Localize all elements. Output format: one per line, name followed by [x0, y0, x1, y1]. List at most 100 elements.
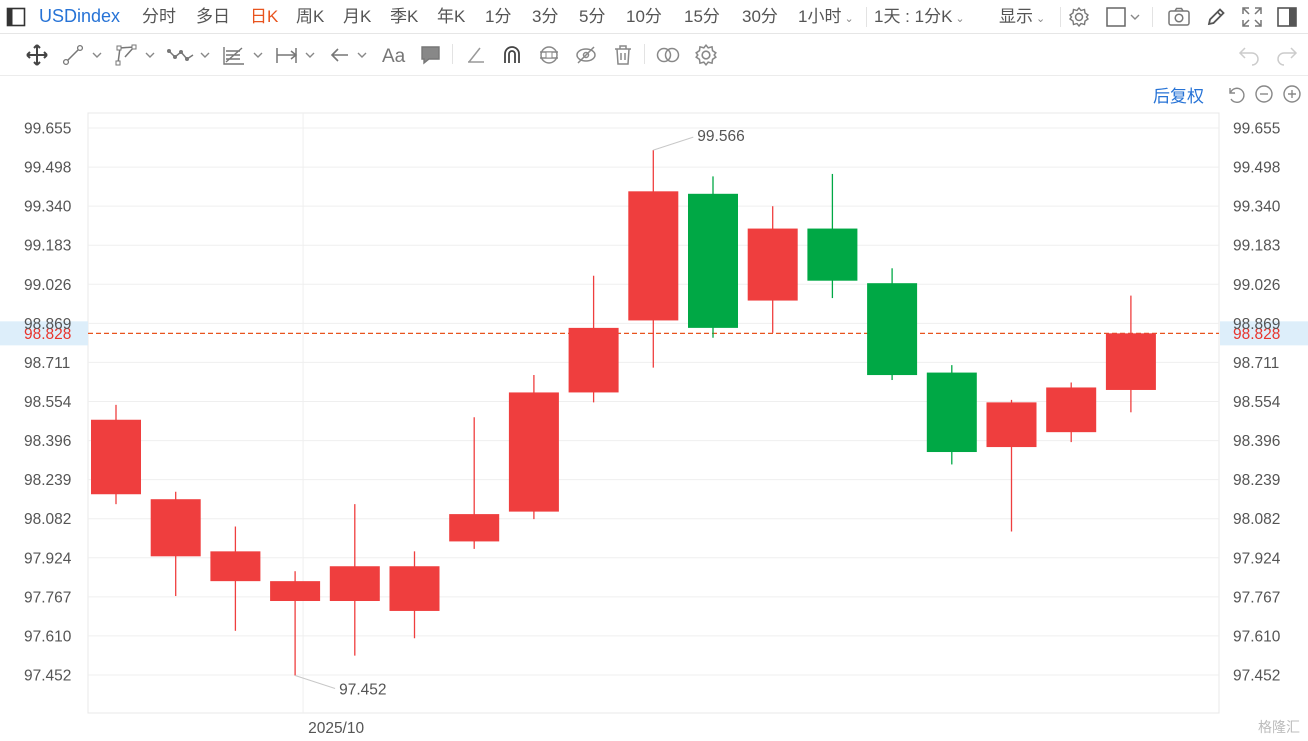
candle-body — [150, 499, 201, 557]
candle-up — [1105, 295, 1156, 413]
candles — [91, 150, 1156, 676]
candle-down — [867, 268, 918, 381]
period-tab-yearly[interactable]: 年K — [437, 7, 466, 26]
y-tick-label-right: 97.452 — [1233, 668, 1280, 685]
y-axis-right: 99.655 99.498 99.340 99.183 99.026 98.869 98.7… — [1233, 121, 1281, 685]
period-tab-intraday[interactable]: 分时 — [142, 7, 176, 26]
candle-body — [986, 402, 1037, 448]
ruler-icon[interactable] — [464, 43, 488, 72]
sidebar-toggle-icon[interactable] — [6, 7, 26, 32]
candle-up — [150, 491, 201, 597]
polyline-tool-icon[interactable] — [114, 43, 158, 72]
symbol-name[interactable]: USDindex — [39, 6, 121, 26]
candle-down — [688, 176, 738, 338]
candle-body — [91, 419, 141, 495]
candle-body — [449, 514, 500, 542]
candle-up — [389, 551, 440, 639]
period-tab-1hour-label: 1小时 — [798, 7, 842, 26]
settings-gear-icon[interactable] — [1068, 6, 1090, 33]
watermark: 格隆汇 — [1258, 719, 1300, 735]
line-tool-icon[interactable] — [62, 43, 104, 72]
y-tick-label-left: 98.082 — [24, 511, 71, 528]
period-tab-5min[interactable]: 5分 — [579, 7, 606, 26]
period-tab-30min[interactable]: 30分 — [742, 7, 778, 26]
price-adjust-toggle[interactable]: 后复权 — [1153, 87, 1204, 106]
period-tab-1hour[interactable]: 1小时 ⌄ — [798, 0, 854, 33]
candle-body — [329, 566, 380, 602]
arrow-tool-icon[interactable] — [328, 43, 372, 72]
comment-tool-icon[interactable] — [419, 43, 443, 72]
y-tick-label-left: 97.767 — [24, 589, 71, 606]
max-price-leader — [653, 136, 694, 151]
candle-up — [91, 404, 141, 505]
annotations: 99.566 97.452 — [294, 128, 745, 698]
candle-body — [568, 327, 619, 393]
candle-down — [807, 173, 858, 299]
y-tick-label-left: 99.655 — [24, 121, 71, 138]
y-tick-label-left: 98.554 — [24, 394, 72, 411]
range-selector[interactable]: 1天 : 1分K ⌄ — [874, 0, 965, 33]
candle-up — [508, 375, 559, 520]
period-tab-quarterly[interactable]: 季K — [390, 7, 419, 26]
y-tick-label-right: 98.396 — [1233, 433, 1280, 450]
candlestick-chart[interactable]: 98.828 98.828 99.65599.49899.34099.18399.… — [0, 76, 1308, 741]
current-price-line: 98.828 98.828 — [0, 321, 1308, 346]
y-tick-label-left: 97.924 — [24, 550, 72, 567]
delete-icon[interactable] — [612, 43, 634, 72]
period-tab-3min[interactable]: 3分 — [532, 7, 559, 26]
fullscreen-icon[interactable] — [1241, 6, 1263, 33]
chart-settings-icon[interactable] — [694, 43, 718, 72]
period-tab-1min[interactable]: 1分 — [485, 7, 512, 26]
divider — [452, 44, 453, 64]
chart-style-icon[interactable] — [1106, 6, 1142, 33]
current-price-label-left: 98.828 — [24, 326, 71, 343]
divider — [866, 7, 867, 27]
text-tool-icon[interactable]: Aa — [381, 43, 407, 72]
y-tick-label-right: 99.340 — [1233, 199, 1281, 216]
hide-icon[interactable] — [574, 43, 598, 72]
y-axis-left: 99.655 99.498 99.340 99.183 99.026 98.869 98.7… — [24, 121, 72, 685]
display-menu[interactable]: 显示 ⌄ — [999, 0, 1045, 33]
panel-toggle-icon[interactable] — [1276, 6, 1298, 33]
price-label-bg-left — [0, 321, 88, 346]
y-tick-label-right: 97.767 — [1233, 589, 1280, 606]
candle-body — [1105, 333, 1156, 390]
lock-icon[interactable] — [537, 43, 561, 72]
range-selector-label: 1天 : 1分K — [874, 7, 953, 26]
candle-body — [210, 551, 261, 582]
period-tab-monthly[interactable]: 月K — [343, 7, 372, 26]
y-tick-label-left: 98.711 — [24, 355, 70, 372]
x-tick-label: 2025/10 — [308, 720, 364, 737]
wave-tool-icon[interactable] — [167, 43, 213, 72]
compare-icon[interactable] — [655, 43, 681, 72]
y-tick-label-right: 97.610 — [1233, 628, 1281, 645]
divider — [1152, 7, 1153, 27]
candle-body — [508, 392, 559, 512]
measure-tool-icon[interactable] — [274, 43, 320, 72]
move-icon[interactable] — [25, 43, 49, 72]
y-tick-label-left: 98.239 — [24, 472, 71, 489]
period-tab-15min[interactable]: 15分 — [684, 7, 720, 26]
zoom-out-icon[interactable] — [1254, 84, 1274, 109]
magnet-icon[interactable] — [500, 43, 524, 72]
y-tick-label-right: 99.026 — [1233, 277, 1280, 294]
zoom-in-icon[interactable] — [1282, 84, 1302, 109]
plot-border — [87, 112, 1220, 714]
chevron-down-icon: ⌄ — [844, 13, 854, 25]
fibonacci-tool-icon[interactable] — [222, 43, 266, 72]
candle-up — [986, 399, 1037, 532]
candle-up — [210, 526, 261, 631]
period-tab-daily[interactable]: 日K — [250, 7, 279, 26]
reset-zoom-icon[interactable] — [1225, 84, 1245, 109]
max-price-label: 99.566 — [697, 128, 744, 145]
period-tab-10min[interactable]: 10分 — [626, 7, 662, 26]
period-tab-multiday[interactable]: 多日 — [196, 7, 230, 26]
min-price-label: 97.452 — [339, 681, 386, 698]
candle-up — [449, 417, 500, 549]
redo-icon[interactable] — [1275, 44, 1299, 71]
period-tab-weekly[interactable]: 周K — [296, 7, 325, 26]
undo-icon[interactable] — [1237, 44, 1261, 71]
svg-text:Aa: Aa — [382, 46, 406, 67]
camera-icon[interactable] — [1167, 6, 1191, 33]
draw-pen-icon[interactable] — [1205, 6, 1227, 33]
